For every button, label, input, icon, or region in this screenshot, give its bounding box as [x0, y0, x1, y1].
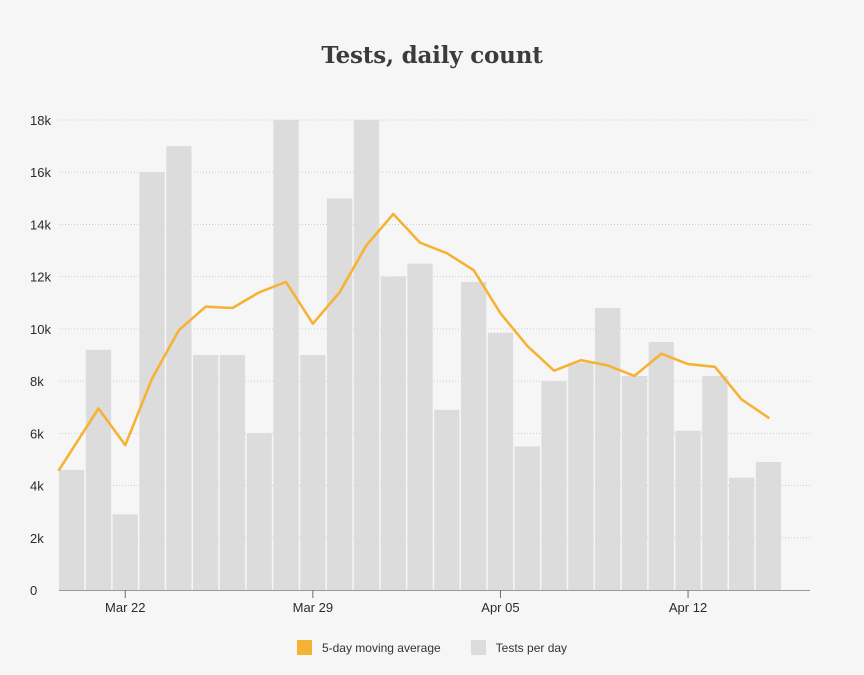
x-tick-label: Mar 29 — [293, 600, 333, 615]
bar-tests-per-day — [487, 332, 514, 590]
bar-tests-per-day — [621, 375, 648, 590]
legend-swatch-moving-average — [296, 640, 312, 655]
chart-title: Tests, daily count — [321, 42, 543, 69]
y-tick-label: 16k — [30, 165, 51, 180]
y-tick-label: 6k — [30, 426, 44, 441]
y-tick-label: 0 — [30, 583, 37, 598]
line-moving-average — [57, 212, 770, 472]
x-tick-label: Apr 05 — [481, 600, 519, 615]
bar-tests-per-day — [595, 308, 621, 590]
legend-item-tests-per-day: Tests per day — [470, 640, 568, 655]
y-tick-label: 8k — [30, 374, 44, 389]
legend-item-moving-average: 5-day moving average — [296, 640, 441, 655]
legend-swatch-tests-per-day — [470, 640, 486, 655]
y-tick-label: 12k — [30, 270, 51, 285]
x-tick-label: Apr 12 — [669, 600, 707, 615]
y-tick-label: 10k — [30, 322, 51, 337]
bar-tests-per-day — [461, 281, 487, 590]
bar-tests-per-day — [648, 341, 674, 590]
bar-tests-per-day — [327, 198, 353, 591]
bar-tests-per-day — [193, 355, 219, 590]
bar-tests-per-day — [112, 514, 138, 590]
bar-tests-per-day — [729, 477, 755, 590]
bar-tests-per-day — [219, 355, 246, 590]
bar-tests-per-day — [407, 263, 433, 590]
bar-tests-per-day — [514, 446, 540, 590]
bar-tests-per-day — [702, 375, 728, 590]
bar-tests-per-day — [85, 349, 112, 590]
bar-tests-per-day — [353, 120, 380, 590]
bar-tests-per-day — [300, 355, 326, 590]
bar-tests-per-day — [541, 381, 567, 590]
bar-tests-per-day — [380, 276, 406, 590]
legend: 5-day moving average Tests per day — [0, 640, 864, 655]
bar-tests-per-day — [434, 409, 460, 590]
bar-tests-per-day — [166, 146, 192, 590]
x-tick-label: Mar 22 — [105, 600, 145, 615]
bar-tests-per-day — [568, 362, 594, 590]
y-tick-label: 2k — [30, 531, 44, 546]
bar-tests-per-day — [755, 462, 782, 590]
y-tick-label: 4k — [30, 479, 44, 494]
bar-tests-per-day — [273, 120, 299, 590]
y-tick-label: 18k — [30, 113, 51, 128]
bar-tests-per-day — [59, 469, 85, 590]
bar-tests-per-day — [675, 430, 701, 590]
legend-label-moving-average: 5-day moving average — [321, 640, 441, 655]
legend-label-tests-per-day: Tests per day — [495, 640, 568, 655]
y-tick-label: 14k — [30, 217, 51, 232]
bar-tests-per-day — [246, 433, 272, 590]
